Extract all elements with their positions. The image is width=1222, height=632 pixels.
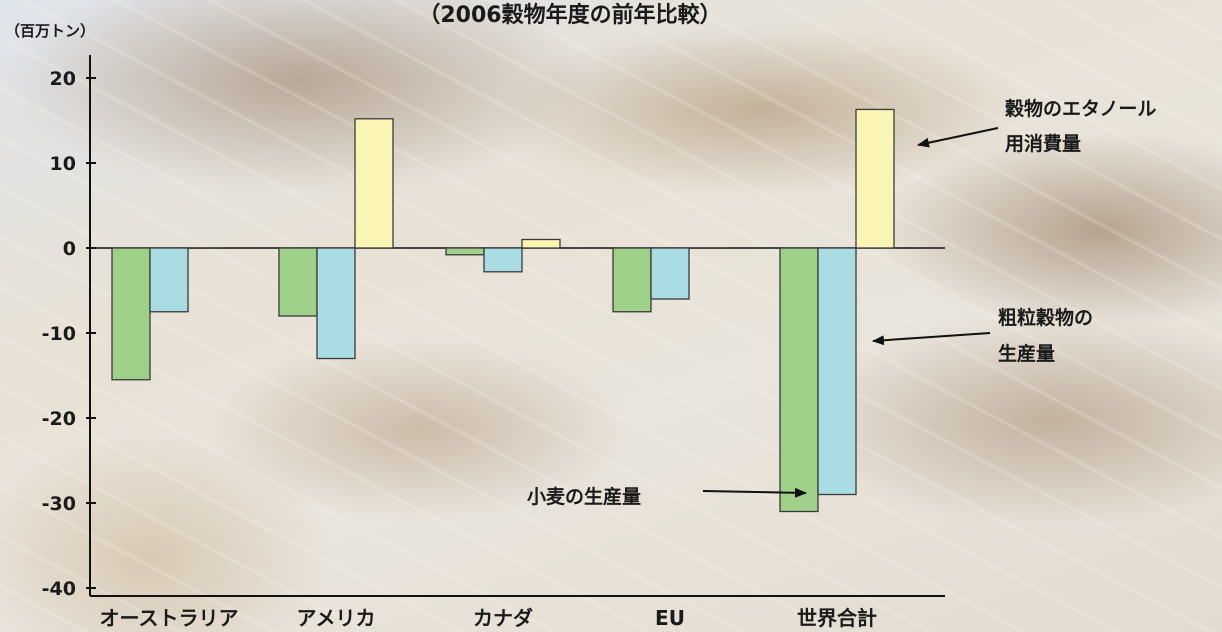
- annotation-ethanol-arrow: [917, 127, 999, 148]
- bar: [650, 247, 690, 300]
- annotations: 穀物のエタノール 用消費量 粗粒穀物の 生産量 小麦の生産量: [527, 97, 1156, 508]
- annotation-coarse-line2: 生産量: [998, 342, 1055, 365]
- bar: [445, 247, 485, 256]
- x-tick-label: 世界合計: [797, 606, 877, 630]
- x-tick-label: オーストラリア: [100, 606, 239, 630]
- bar: [187, 247, 227, 249]
- annotation-ethanol-line2: 用消費量: [1005, 132, 1081, 155]
- annotation-coarse-arrow: [872, 332, 991, 346]
- y-tick-label: -10: [42, 323, 76, 345]
- annotation-wheat-arrow: [702, 487, 807, 498]
- chart-title: （2006穀物年度の前年比較）: [418, 2, 721, 28]
- bar: [855, 108, 895, 249]
- y-tick-label: 20: [50, 68, 76, 90]
- axes: 20 10 0 -10 -20 -30 -40 オーストラリア アメリカ カナダ EU 世界合計: [42, 55, 945, 630]
- bars: [111, 108, 895, 513]
- bar: [354, 118, 394, 249]
- bar: [111, 247, 151, 381]
- bar: [316, 247, 356, 360]
- bar: [149, 247, 189, 313]
- bar: [688, 247, 728, 249]
- x-tick-label: アメリカ: [297, 606, 376, 630]
- y-tick-label: 10: [50, 153, 76, 175]
- annotation-wheat: 小麦の生産量: [527, 485, 641, 508]
- bar: [779, 247, 819, 513]
- y-tick-label: 0: [63, 238, 76, 260]
- y-axis-unit-label: （百万トン）: [5, 22, 95, 40]
- x-tick-label: カナダ: [473, 606, 533, 630]
- bar: [483, 247, 523, 273]
- bar: [817, 247, 857, 496]
- x-tick-label: EU: [655, 606, 685, 630]
- y-tick-label: -20: [42, 408, 76, 430]
- y-tick-label: -40: [42, 578, 76, 600]
- bar: [278, 247, 318, 317]
- bar: [521, 238, 561, 249]
- bar: [612, 247, 652, 313]
- annotation-coarse-line1: 粗粒穀物の: [998, 306, 1093, 329]
- y-tick-label: -30: [42, 493, 76, 515]
- annotation-ethanol-line1: 穀物のエタノール: [1005, 97, 1156, 120]
